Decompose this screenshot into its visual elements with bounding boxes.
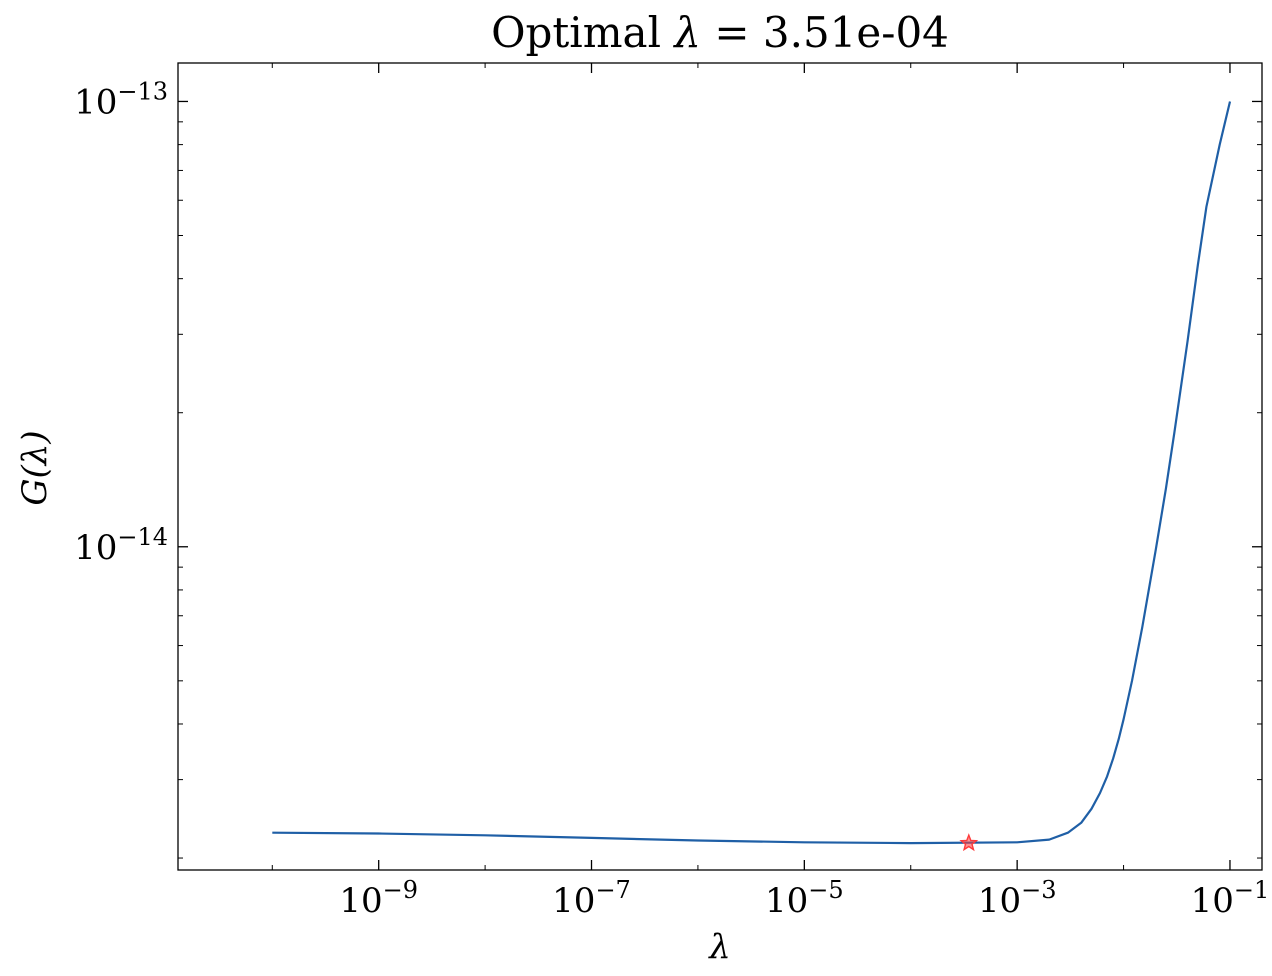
y-tick-label: 10−14 xyxy=(74,523,168,568)
x-tick-label: 10−7 xyxy=(552,876,631,921)
title-prefix: Optimal xyxy=(491,8,674,57)
x-tick-labels: 10−9 10−7 10−5 10−3 10−1 xyxy=(339,876,1269,921)
x-tick-label: 10−3 xyxy=(978,876,1057,921)
y-tick-label: 10−13 xyxy=(74,77,168,122)
title-suffix: = 3.51e-04 xyxy=(701,8,949,57)
plot-frame xyxy=(177,62,1263,871)
title-lambda: λ xyxy=(672,8,701,57)
data-layer xyxy=(272,101,1232,852)
y-tick-labels: 10−14 10−13 xyxy=(74,77,168,567)
series-line xyxy=(272,101,1232,845)
major-ticks xyxy=(178,63,1262,870)
y-axis-label: G(λ) xyxy=(15,430,55,505)
x-axis-label: λ xyxy=(707,927,731,967)
optimal-lambda-marker xyxy=(959,833,979,852)
x-tick-label: 10−5 xyxy=(765,876,844,921)
x-tick-label: 10−9 xyxy=(339,876,418,921)
x-tick-label: 10−1 xyxy=(1191,876,1270,921)
minor-ticks xyxy=(178,63,1262,870)
chart-title: Optimal λ = 3.51e-04 xyxy=(491,8,949,57)
